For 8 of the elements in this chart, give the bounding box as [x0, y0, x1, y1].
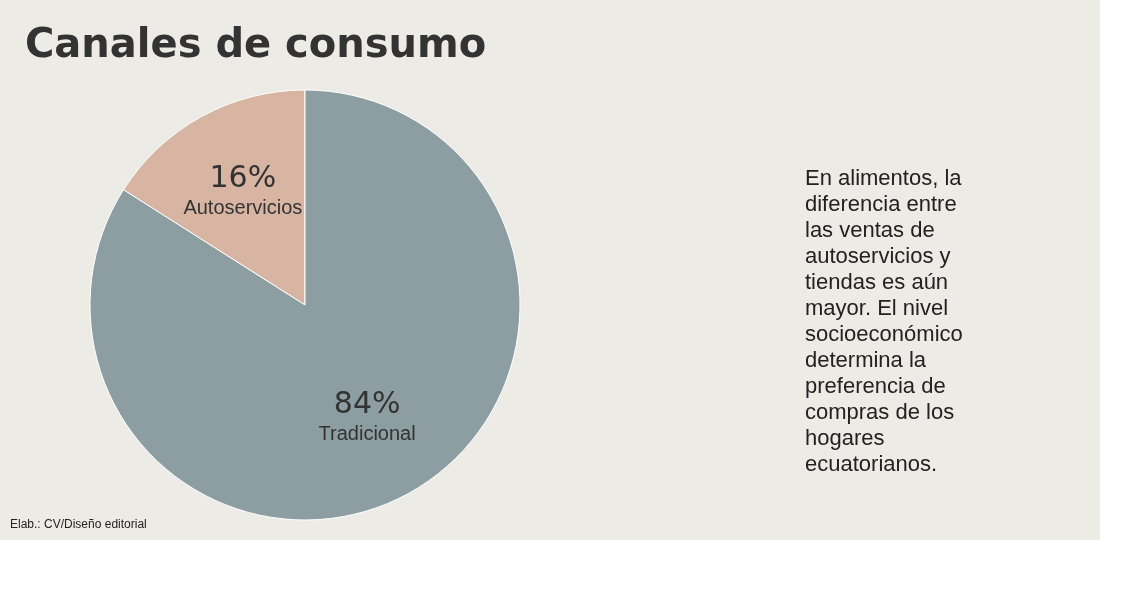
pie-slice — [89, 89, 521, 521]
data-label: 16% — [209, 158, 277, 194]
text: En alimentos, la diferencia entre las ventas de autoservicios y tiendas es aún mayor. El nivel socioeconómico determina la preferencia de compras de los hogares ecuatorianos. — [805, 165, 963, 476]
slice-label: Autoservicios — [183, 195, 303, 218]
chart-title: Canales de consumo — [25, 20, 487, 66]
slice-label: Tradicional — [318, 422, 416, 445]
text: Elab.: CV/Diseño editorial — [10, 517, 147, 531]
data-label: 84% — [333, 385, 401, 421]
